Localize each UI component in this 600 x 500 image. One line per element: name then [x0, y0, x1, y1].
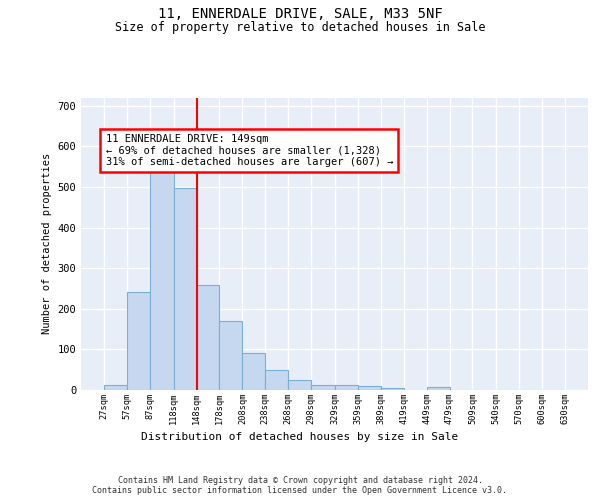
Text: Size of property relative to detached houses in Sale: Size of property relative to detached ho…: [115, 21, 485, 34]
Bar: [220, 321, 242, 390]
Y-axis label: Number of detached properties: Number of detached properties: [42, 153, 52, 334]
Bar: [381, 388, 404, 390]
Bar: [427, 387, 449, 390]
Bar: [242, 352, 265, 390]
Text: Contains HM Land Registry data © Crown copyright and database right 2024.
Contai: Contains HM Land Registry data © Crown c…: [92, 476, 508, 495]
Text: Distribution of detached houses by size in Sale: Distribution of detached houses by size …: [142, 432, 458, 442]
Bar: [265, 370, 288, 390]
Bar: [127, 292, 150, 390]
Bar: [173, 188, 197, 390]
Bar: [288, 380, 311, 390]
Bar: [358, 386, 381, 390]
Text: 11 ENNERDALE DRIVE: 149sqm
← 69% of detached houses are smaller (1,328)
31% of s: 11 ENNERDALE DRIVE: 149sqm ← 69% of deta…: [106, 134, 393, 168]
Bar: [150, 155, 173, 390]
Bar: [335, 385, 358, 390]
Bar: [197, 285, 220, 390]
Text: 11, ENNERDALE DRIVE, SALE, M33 5NF: 11, ENNERDALE DRIVE, SALE, M33 5NF: [158, 8, 442, 22]
Bar: [311, 384, 335, 390]
Bar: [104, 384, 127, 390]
